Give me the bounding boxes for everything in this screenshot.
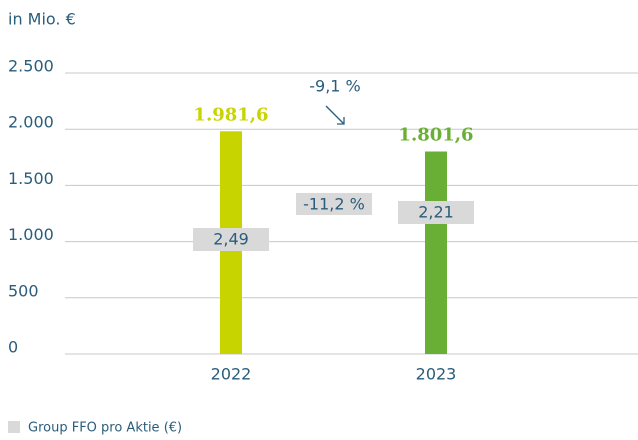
arrow [325,105,345,125]
legend-label: Group FFO pro Aktie (€) [28,421,182,436]
y-tick-label: 500 [8,281,39,300]
value-label: 1.981,6 [193,104,268,125]
ffo-box [193,228,269,251]
x-tick-label: 2023 [416,365,457,384]
ffo-label: 2,21 [418,203,454,222]
annotation: -9,1 % [309,77,361,96]
y-tick-label: 2.500 [8,57,54,76]
y-tick-label: 1.500 [8,169,54,188]
y-tick-label: 2.000 [8,113,54,132]
bar [425,151,447,354]
annotation: -11,2 % [303,195,365,214]
y-tick-label: 1.000 [8,225,54,244]
annotation-box [296,193,372,215]
arrow-head [337,117,345,125]
y-axis-label: in Mio. € [8,10,76,29]
ffo-label: 2,49 [213,230,249,249]
value-label: 1.801,6 [398,125,473,146]
y-tick-label: 0 [8,338,18,357]
ffo-box [398,201,474,224]
x-tick-label: 2022 [211,365,252,384]
legend-swatch [8,421,20,433]
